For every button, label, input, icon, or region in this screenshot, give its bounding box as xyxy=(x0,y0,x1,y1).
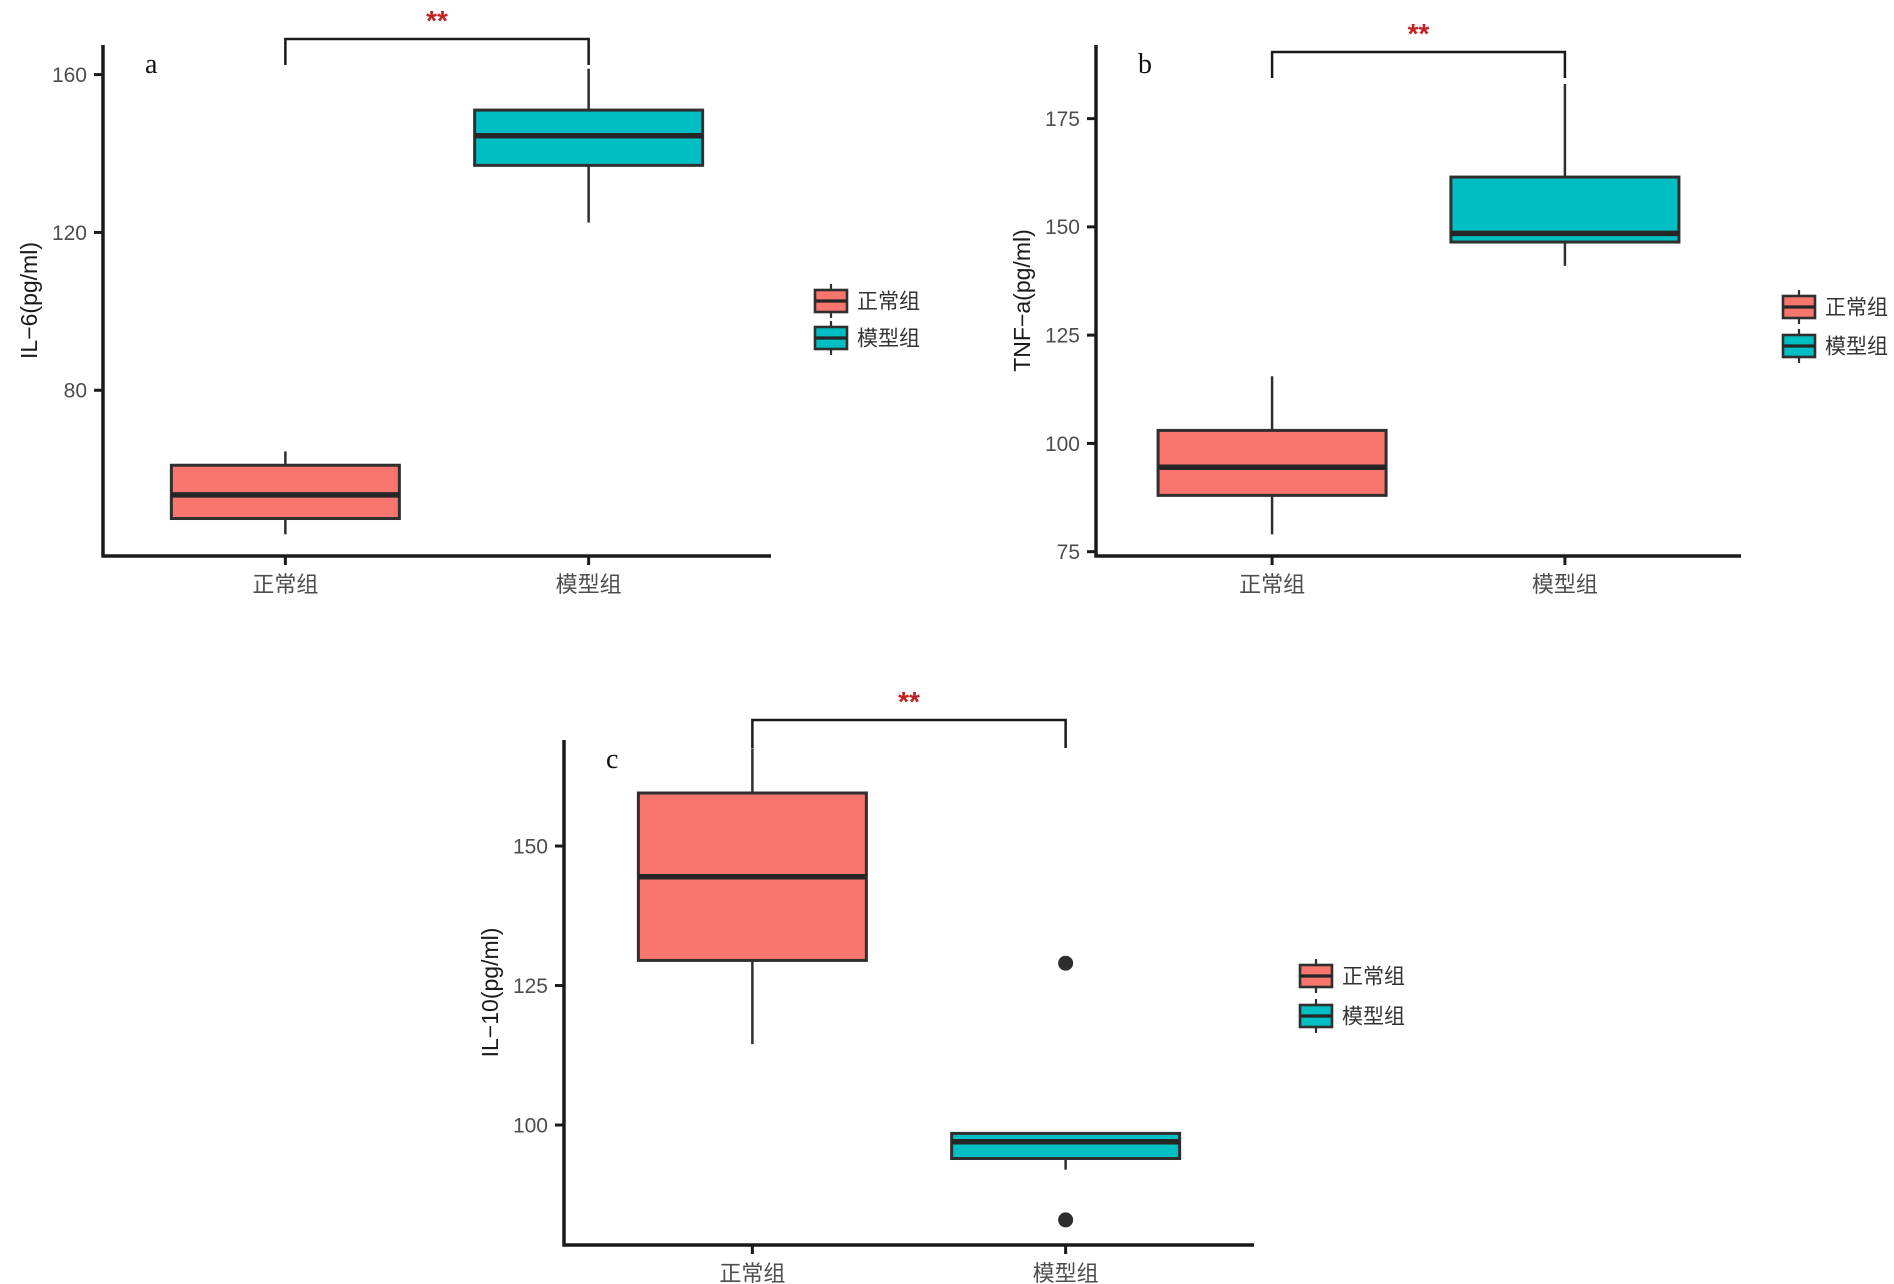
legend-item-model-group: 模型组 xyxy=(1298,999,1405,1033)
y-tick-label: 150 xyxy=(513,835,548,858)
panel-letter: a xyxy=(145,49,158,80)
y-tick-label: 100 xyxy=(1045,433,1080,456)
significance-stars: ** xyxy=(1408,18,1430,49)
iqr-box xyxy=(1156,428,1388,497)
significance-stars: ** xyxy=(426,5,448,36)
x-category-label: 正常组 xyxy=(1239,572,1305,597)
y-tick-label: 125 xyxy=(513,975,548,998)
iqr-box xyxy=(169,463,401,521)
significance-stars: ** xyxy=(898,686,920,717)
box-normal-group xyxy=(636,748,868,1045)
significance-bracket xyxy=(284,37,590,65)
y-tick-label: 75 xyxy=(1057,541,1080,564)
panel-letter: c xyxy=(606,744,618,775)
iqr-box xyxy=(950,1131,1182,1161)
panel-letter: b xyxy=(1138,49,1152,80)
y-tick-label: 100 xyxy=(513,1114,548,1137)
y-tick-label: 120 xyxy=(52,222,87,245)
box-model-group xyxy=(473,68,705,223)
outlier-dot xyxy=(1058,1212,1074,1228)
y-axis-title: IL−10(pg/ml) xyxy=(477,928,503,1058)
y-tick-label: 150 xyxy=(1045,216,1080,239)
significance-bracket xyxy=(1270,50,1567,78)
legend-item-model-group: 模型组 xyxy=(1781,329,1888,363)
box-model-group xyxy=(1449,83,1681,266)
legend-label: 模型组 xyxy=(1342,1005,1405,1028)
legend-item-model-group: 模型组 xyxy=(813,321,920,355)
y-tick-label: 175 xyxy=(1045,108,1080,131)
legend-label: 模型组 xyxy=(1825,335,1888,358)
x-category-label: 模型组 xyxy=(556,572,622,597)
legend-label: 正常组 xyxy=(1825,296,1888,319)
y-tick-label: 80 xyxy=(64,380,87,403)
legend-label: 模型组 xyxy=(857,327,920,350)
x-category-label: 模型组 xyxy=(1033,1261,1099,1284)
legend-label: 正常组 xyxy=(1342,965,1405,988)
legend-item-normal-group: 正常组 xyxy=(813,284,920,318)
significance-bracket xyxy=(751,718,1067,748)
x-category-label: 正常组 xyxy=(719,1261,785,1284)
outlier-dot xyxy=(1058,955,1074,971)
box-model-group xyxy=(950,955,1182,1228)
legend-item-normal-group: 正常组 xyxy=(1781,290,1888,324)
box-normal-group xyxy=(169,451,401,535)
y-tick-label: 160 xyxy=(52,64,87,87)
y-axis-title: TNF−a(pg/ml) xyxy=(1009,229,1035,372)
legend-label: 正常组 xyxy=(857,290,920,313)
y-axis-title: IL−6(pg/ml) xyxy=(16,242,42,359)
y-tick-label: 125 xyxy=(1045,324,1080,347)
legend-item-normal-group: 正常组 xyxy=(1298,959,1405,993)
x-category-label: 正常组 xyxy=(252,572,318,597)
x-category-label: 模型组 xyxy=(1532,572,1598,597)
box-normal-group xyxy=(1156,376,1388,535)
